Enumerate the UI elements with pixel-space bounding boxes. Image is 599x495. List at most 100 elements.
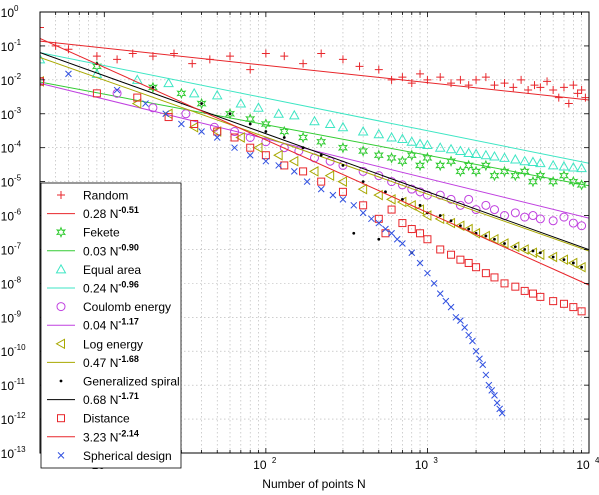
data-point	[148, 103, 158, 113]
data-point	[554, 93, 563, 102]
data-point	[531, 249, 535, 253]
data-point	[472, 75, 481, 84]
series-11	[40, 52, 589, 251]
data-point	[337, 121, 349, 132]
data-point	[316, 135, 327, 148]
data-point	[384, 190, 387, 194]
data-point	[452, 313, 460, 321]
data-point	[535, 214, 545, 224]
data-point	[509, 241, 520, 253]
data-point	[488, 233, 499, 245]
data-point	[176, 87, 187, 100]
data-point	[430, 280, 438, 287]
data-point	[509, 83, 518, 92]
data-point	[457, 317, 464, 324]
data-point	[231, 144, 238, 152]
data-point	[92, 89, 101, 98]
fit-line	[40, 40, 589, 101]
y-tick-exponent: -12	[14, 411, 26, 420]
data-point	[414, 204, 425, 215]
data-point	[407, 184, 417, 194]
data-point	[446, 194, 456, 204]
data-point	[246, 65, 255, 74]
data-point	[408, 249, 416, 257]
data-point	[248, 122, 252, 126]
y-tick-label: 10	[1, 277, 15, 291]
data-point	[288, 109, 300, 120]
data-point	[399, 240, 406, 247]
series-8	[40, 76, 586, 273]
data-point	[434, 142, 446, 152]
data-point	[337, 141, 348, 154]
data-point	[480, 149, 492, 160]
data-point	[524, 86, 533, 95]
data-point	[562, 258, 566, 262]
data-point	[481, 73, 490, 82]
data-point	[260, 118, 271, 130]
data-point	[288, 155, 299, 167]
data-point	[559, 299, 568, 308]
data-point	[377, 237, 381, 241]
data-point	[381, 229, 390, 238]
series-14	[65, 70, 506, 417]
data-point	[422, 139, 433, 150]
data-point	[382, 225, 389, 233]
series-13	[40, 37, 589, 286]
data-point	[273, 108, 285, 118]
data-point	[509, 153, 521, 164]
data-point	[338, 187, 347, 196]
data-point	[463, 147, 475, 157]
data-point	[181, 109, 191, 119]
data-point	[519, 165, 530, 178]
data-point	[368, 215, 375, 223]
data-point	[438, 214, 442, 217]
data-point	[547, 159, 559, 170]
data-point	[435, 159, 446, 172]
data-point	[576, 261, 586, 273]
data-point	[213, 134, 221, 141]
data-point	[436, 73, 445, 82]
data-point	[535, 169, 546, 182]
data-point	[65, 70, 72, 78]
data-point	[415, 187, 425, 197]
data-point	[253, 102, 264, 112]
data-point	[519, 155, 531, 166]
data-point	[91, 60, 102, 73]
data-point	[445, 143, 457, 154]
y-tick-exponent: -11	[14, 377, 26, 386]
x-tick-exponent: 3	[433, 456, 438, 465]
data-point	[479, 361, 487, 369]
data-point	[386, 131, 397, 142]
data-point	[549, 86, 558, 95]
data-point	[358, 166, 368, 176]
data-point	[568, 175, 579, 188]
data-point	[147, 81, 158, 94]
data-point	[246, 151, 254, 159]
data-point	[264, 130, 268, 133]
data-point	[397, 133, 408, 144]
data-point	[142, 100, 149, 107]
data-point	[447, 250, 456, 259]
data-point	[299, 167, 308, 176]
series-12	[40, 77, 586, 316]
legend-label: Distance	[83, 412, 130, 426]
data-point	[482, 371, 490, 379]
data-point	[112, 88, 122, 98]
data-point	[499, 152, 510, 162]
data-point	[387, 205, 396, 214]
data-point	[373, 189, 383, 201]
y-tick-label: 10	[1, 413, 15, 427]
data-point	[558, 254, 568, 266]
data-point	[455, 145, 466, 155]
data-point	[151, 85, 155, 89]
data-point	[491, 392, 498, 399]
y-tick-label: 10	[1, 176, 15, 190]
data-point	[496, 405, 504, 413]
data-point	[230, 127, 240, 137]
x-tick-exponent: 2	[272, 456, 277, 465]
data-point	[527, 175, 538, 188]
data-point	[406, 199, 416, 211]
data-point	[113, 55, 122, 64]
data-point	[488, 387, 496, 394]
